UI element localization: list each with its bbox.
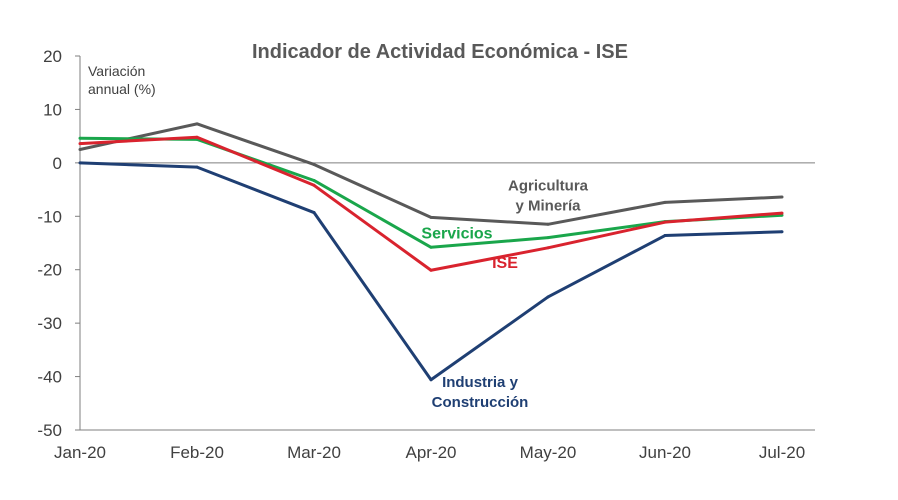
y-tick-label: 0 [53, 154, 62, 173]
y-axis-label-line-1: Variación [88, 63, 145, 79]
y-tick-label: -30 [37, 314, 62, 333]
data-point [429, 215, 433, 219]
data-point [78, 136, 82, 140]
y-axis-label-line-2: annual (%) [88, 81, 156, 97]
data-point [546, 295, 550, 299]
x-tick-label: Jul-20 [759, 443, 805, 462]
data-point [546, 236, 550, 240]
y-tick-label: -20 [37, 261, 62, 280]
x-tick-label: Mar-20 [287, 443, 341, 462]
data-point [780, 211, 784, 215]
data-point [780, 230, 784, 234]
data-point [312, 162, 316, 166]
data-point [312, 178, 316, 182]
data-point [195, 135, 199, 139]
data-point [195, 165, 199, 169]
data-point [312, 211, 316, 215]
data-point [195, 122, 199, 126]
y-tick-label: 10 [43, 100, 62, 119]
series-lines [78, 122, 784, 382]
x-tick-label: Jan-20 [54, 443, 106, 462]
y-tick-label: -50 [37, 421, 62, 440]
y-tick-label: 20 [43, 47, 62, 66]
data-point [663, 220, 667, 224]
chart-title: Indicador de Actividad Económica - ISE [252, 41, 628, 63]
data-point [663, 200, 667, 204]
data-point [429, 268, 433, 272]
series-label-servicios: Servicios [421, 225, 492, 242]
data-point [429, 378, 433, 382]
data-point [780, 195, 784, 199]
y-tick-label: -40 [37, 368, 62, 387]
data-point [312, 183, 316, 187]
x-tick-label: Feb-20 [170, 443, 224, 462]
series-label-ise: ISE [492, 255, 518, 272]
data-point [78, 142, 82, 146]
series-label-industria-y-construcci-n: Industria y Construcción [432, 374, 529, 411]
data-point [78, 161, 82, 165]
x-tick-label: Jun-20 [639, 443, 691, 462]
series-label-agricultura-y-miner-a: Agricultura y Minería [508, 177, 589, 214]
y-tick-label: -10 [37, 207, 62, 226]
axes: 20 10 0 -10 -20 -30 -40 -50 Jan-20 Feb-20 Mar-20 Ap… [37, 47, 815, 462]
data-point [78, 148, 82, 151]
data-point [663, 234, 667, 238]
x-tick-label: Apr-20 [405, 443, 456, 462]
data-point [546, 246, 550, 250]
data-point [546, 222, 550, 226]
data-point [429, 245, 433, 249]
x-tick-label: May-20 [520, 443, 577, 462]
series-line-ise [79, 135, 783, 272]
